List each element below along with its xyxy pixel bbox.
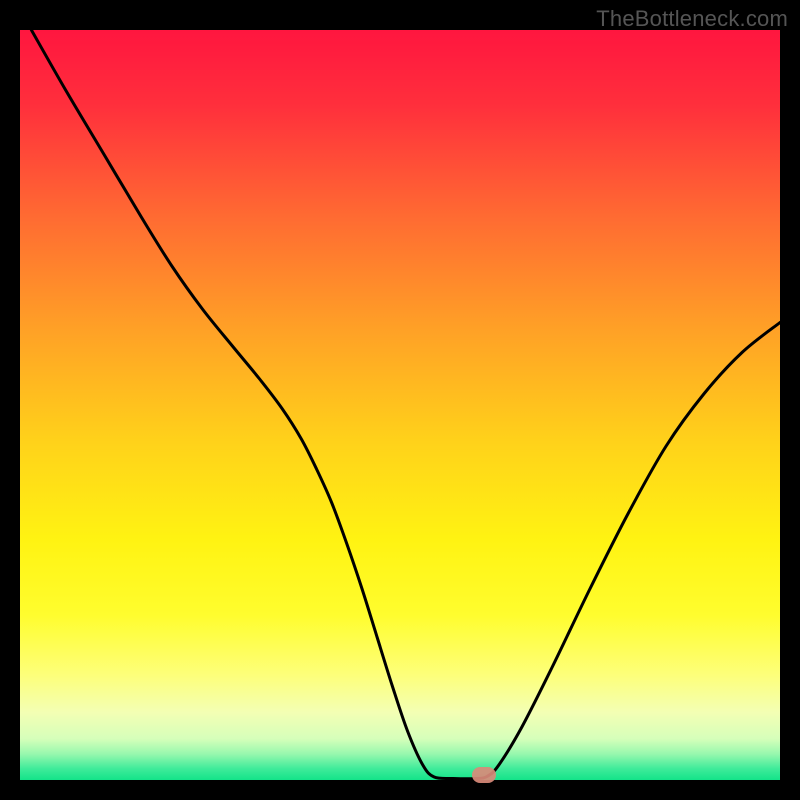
- bottleneck-curve: [20, 30, 780, 780]
- plot-container: [20, 30, 780, 780]
- watermark-text: TheBottleneck.com: [596, 6, 788, 32]
- optimal-point-marker: [472, 767, 496, 783]
